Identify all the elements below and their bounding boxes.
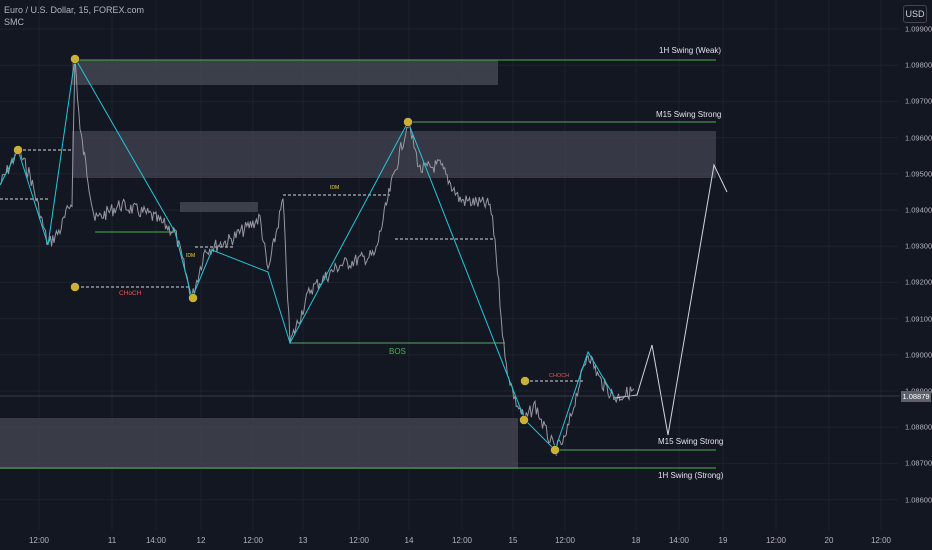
price-axis-label: 1.08700 xyxy=(905,458,932,468)
time-axis-label: 12:00 xyxy=(765,536,787,545)
price-axis-label: 1.08800 xyxy=(905,422,932,432)
time-axis-label: 12 xyxy=(196,536,206,545)
price-axis-label: 1.09800 xyxy=(905,60,932,70)
time-axis-label: 12:00 xyxy=(348,536,370,545)
idm-label-small: IDM xyxy=(186,253,196,259)
zone-1h-weak xyxy=(72,60,498,85)
time-axis-label: 13 xyxy=(298,536,308,545)
price-axis-label: 1.09100 xyxy=(905,314,932,324)
level-label-m15-top: M15 Swing Strong xyxy=(656,110,722,119)
time-axis-label: 11 xyxy=(107,536,117,545)
time-axis-label: 15 xyxy=(508,536,518,545)
swing-zigzag xyxy=(0,56,616,451)
price-axis-label: 1.09600 xyxy=(905,133,932,143)
currency-button[interactable]: USD xyxy=(903,5,927,23)
price-axis-label: 1.09500 xyxy=(905,169,932,179)
time-axis-label: 12:00 xyxy=(870,536,892,545)
price-axis-label: 1.09700 xyxy=(905,96,932,106)
time-axis-label: 20 xyxy=(824,536,834,545)
price-axis-label: 1.08600 xyxy=(905,495,932,505)
choch-label-right: CHOCH xyxy=(549,373,570,379)
price-axis-label: 1.09300 xyxy=(905,241,932,251)
level-label-m15-bottom: M15 Swing Strong xyxy=(658,437,724,446)
time-axis-label: 14:00 xyxy=(668,536,690,545)
level-lines xyxy=(0,59,716,469)
time-axis-label: 12:00 xyxy=(554,536,576,545)
price-axis-label: 1.09000 xyxy=(905,350,932,360)
time-axis-label: 19 xyxy=(718,536,728,545)
price-axis-label: 1.09400 xyxy=(905,205,932,215)
current-price-tag: 1.08879 xyxy=(901,391,931,402)
time-axis-label: 12:00 xyxy=(28,536,50,545)
price-axis-label: 1.09900 xyxy=(905,24,932,34)
time-axis-label: 12:00 xyxy=(242,536,264,545)
time-axis-label: 12:00 xyxy=(451,536,473,545)
level-label-1h-weak: 1H Swing (Weak) xyxy=(659,46,722,55)
choch-label-left: CHoCH xyxy=(119,290,142,297)
level-label-1h-strong: 1H Swing (Strong) xyxy=(658,471,724,480)
bos-label: BOS xyxy=(389,347,406,356)
time-axis-label: 18 xyxy=(631,536,641,545)
time-axis-label: 14:00 xyxy=(145,536,167,545)
zone-m15-top xyxy=(72,131,716,178)
time-axis-label: 14 xyxy=(404,536,414,545)
price-line xyxy=(0,57,635,456)
price-axis-label: 1.09200 xyxy=(905,277,932,287)
idm-label-top: IDM xyxy=(330,185,340,191)
zone-mid xyxy=(180,202,258,212)
zone-bottom xyxy=(0,418,518,469)
order-block-zones xyxy=(0,60,716,469)
pivot-markers xyxy=(13,54,560,455)
indicator-label[interactable]: SMC xyxy=(4,17,24,27)
projection-path xyxy=(614,163,728,436)
chart-title: Euro / U.S. Dollar, 15, FOREX.com xyxy=(4,5,145,15)
dashed-levels xyxy=(0,149,585,382)
